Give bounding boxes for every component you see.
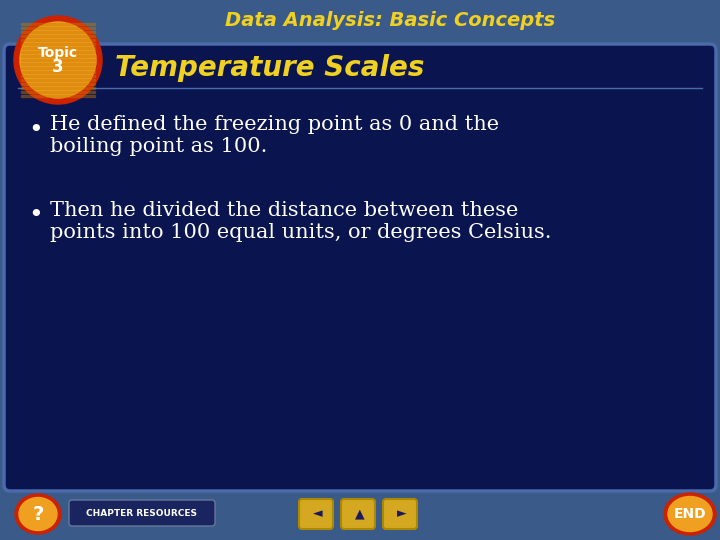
Text: •: • [28, 203, 42, 227]
Bar [21, 51, 95, 53]
Text: ▲: ▲ [355, 508, 365, 521]
Text: ►: ► [397, 508, 407, 521]
Bar [21, 23, 95, 25]
Text: He defined the freezing point as 0 and the: He defined the freezing point as 0 and t… [50, 116, 499, 134]
Text: points into 100 equal units, or degrees Celsius.: points into 100 equal units, or degrees … [50, 222, 552, 241]
Bar [21, 47, 95, 49]
Bar [21, 31, 95, 33]
Bar [21, 67, 95, 69]
Circle shape [14, 16, 102, 104]
Bar [21, 59, 95, 61]
FancyBboxPatch shape [4, 44, 716, 491]
Bar [21, 27, 95, 29]
FancyBboxPatch shape [69, 500, 215, 526]
Circle shape [20, 22, 96, 98]
Bar [21, 71, 95, 73]
Bar [21, 39, 95, 41]
Text: Data Analysis: Basic Concepts: Data Analysis: Basic Concepts [225, 10, 555, 30]
Ellipse shape [19, 497, 57, 530]
Text: •: • [28, 118, 42, 142]
Bar [21, 95, 95, 97]
Ellipse shape [668, 496, 712, 531]
Text: Topic: Topic [38, 46, 78, 60]
Bar [21, 75, 95, 77]
Text: boiling point as 100.: boiling point as 100. [50, 138, 267, 157]
Bar [21, 63, 95, 65]
Text: 3: 3 [52, 58, 64, 76]
Text: ◄: ◄ [313, 508, 323, 521]
Text: END: END [674, 507, 706, 521]
Bar [21, 91, 95, 93]
Bar [21, 79, 95, 81]
Ellipse shape [15, 494, 61, 534]
FancyBboxPatch shape [383, 499, 417, 529]
Bar [21, 35, 95, 37]
Bar [21, 87, 95, 89]
Bar [21, 83, 95, 85]
Text: ?: ? [32, 504, 44, 523]
Text: CHAPTER RESOURCES: CHAPTER RESOURCES [86, 509, 197, 517]
Ellipse shape [664, 493, 716, 535]
Bar [21, 55, 95, 57]
FancyBboxPatch shape [341, 499, 375, 529]
FancyBboxPatch shape [299, 499, 333, 529]
Bar [21, 43, 95, 45]
Text: Temperature Scales: Temperature Scales [115, 54, 424, 82]
Text: Then he divided the distance between these: Then he divided the distance between the… [50, 200, 518, 219]
